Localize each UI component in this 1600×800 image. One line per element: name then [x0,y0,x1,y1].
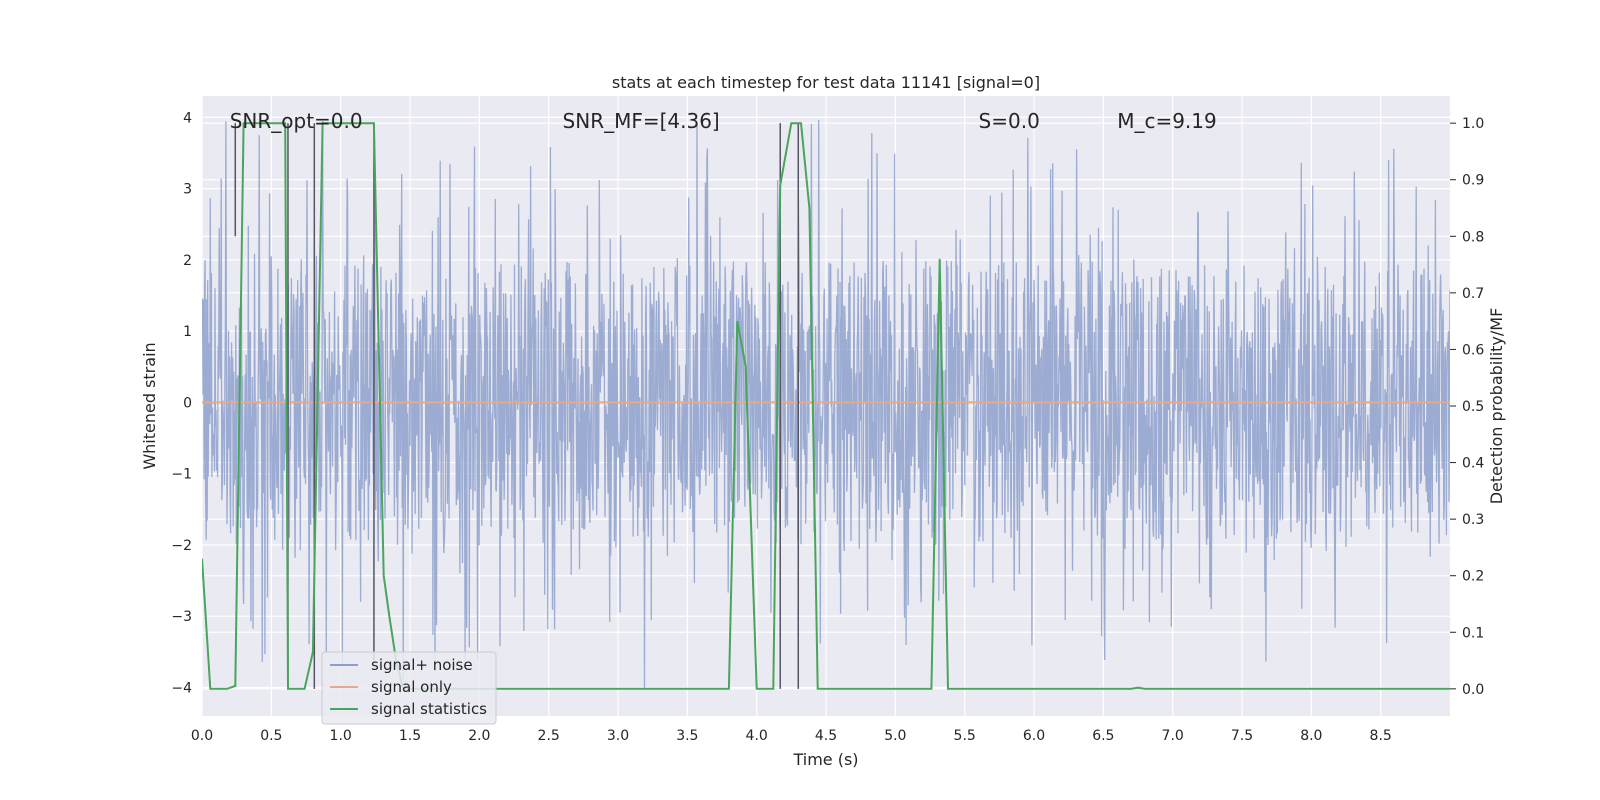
y-ticks: 4 3 2 1 0 −1 −2 −3 −4 [171,110,192,696]
y-tick-6: −2 [171,538,192,554]
noise-line [202,119,1450,688]
y2-ticks: 1.0 0.9 0.8 0.7 0.6 0.5 0.4 0.3 0.2 0.1 0.0 [1450,116,1484,698]
x-tick-10: 5.0 [884,728,906,744]
snr-opt-annotation: SNR_opt=0.0 [230,109,363,133]
y-tick-2: 2 [183,253,192,269]
y-axis-label: Whitened strain [140,342,159,469]
x-tick-9: 4.5 [815,728,837,744]
y-tick-0: 4 [183,110,192,126]
x-tick-5: 2.5 [538,728,560,744]
x-tick-0: 0.0 [191,728,213,744]
y2-tick-4: 0.6 [1462,342,1484,358]
y-tick-7: −3 [171,609,192,625]
legend: signal+ noise signal only signal statist… [321,651,497,725]
x-ticks: 0.0 0.5 1.0 1.5 2.0 2.5 3.0 3.5 4.0 4.5 5.0 5.5 6.0 6… [191,728,1392,744]
x-tick-17: 8.5 [1370,728,1392,744]
y2-tick-1: 0.9 [1462,173,1484,189]
legend-box [321,651,497,725]
y2-axis-label: Detection probability/MF [1487,308,1506,505]
y-tick-4: 0 [183,395,192,411]
y-tick-3: 1 [183,324,192,340]
y2-tick-6: 0.4 [1462,456,1484,472]
x-tick-16: 8.0 [1300,728,1322,744]
chart-title: stats at each timestep for test data 111… [612,73,1040,92]
statistics-line [202,122,1450,690]
x-tick-4: 2.0 [468,728,490,744]
y2-tick-9: 0.1 [1462,625,1484,641]
y-tick-8: −4 [171,680,192,696]
x-tick-7: 3.5 [676,728,698,744]
x-tick-1: 0.5 [260,728,282,744]
y2-tick-3: 0.7 [1462,286,1484,302]
y2-tick-0: 1.0 [1462,116,1484,132]
legend-label-signal-only: signal only [371,678,452,696]
y2-tick-7: 0.3 [1462,512,1484,528]
y-tick-1: 3 [183,182,192,198]
snr-mf-annotation: SNR_MF=[4.36] [563,109,720,133]
x-tick-13: 6.5 [1092,728,1114,744]
x-tick-2: 1.0 [330,728,352,744]
y2-tick-10: 0.0 [1462,682,1484,698]
annotations: SNR_opt=0.0 SNR_MF=[4.36] S=0.0 M_c=9.19 [230,109,1217,133]
x-tick-12: 6.0 [1023,728,1045,744]
x-tick-6: 3.0 [607,728,629,744]
x-axis-label: Time (s) [792,750,858,769]
x-tick-8: 4.0 [746,728,768,744]
y2-tick-8: 0.2 [1462,569,1484,585]
legend-label-statistics: signal statistics [371,700,487,718]
y-tick-5: −1 [171,467,192,483]
mc-annotation: M_c=9.19 [1117,109,1217,133]
signal-statistics-series [202,122,1450,690]
y2-tick-5: 0.5 [1462,399,1484,415]
legend-label-noise: signal+ noise [371,656,473,674]
x-tick-15: 7.5 [1231,728,1253,744]
noise-series [202,119,1450,688]
x-tick-11: 5.5 [954,728,976,744]
s-annotation: S=0.0 [979,109,1040,133]
y2-tick-2: 0.8 [1462,229,1484,245]
x-tick-3: 1.5 [399,728,421,744]
x-tick-14: 7.0 [1162,728,1184,744]
